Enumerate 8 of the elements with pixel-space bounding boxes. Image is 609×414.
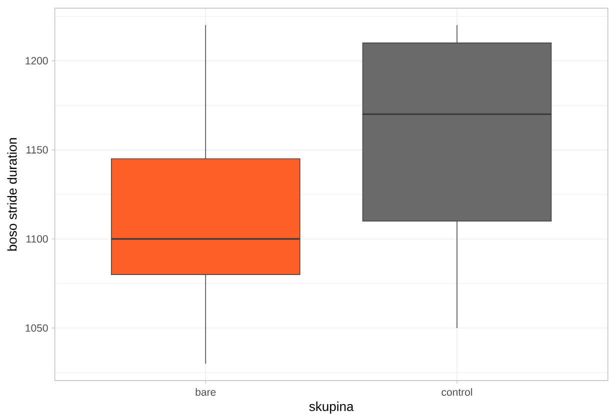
y-tick-label: 1050 bbox=[26, 324, 48, 332]
y-tick-label: 1100 bbox=[26, 235, 48, 243]
x-tick-label: control bbox=[442, 388, 472, 396]
x-axis-title: skupina bbox=[309, 402, 354, 414]
y-tick-label: 1150 bbox=[26, 146, 48, 154]
y-tick-label: 1200 bbox=[26, 57, 48, 64]
x-tick-label: bare bbox=[196, 388, 216, 396]
y-axis-title: boso stride duration bbox=[7, 138, 17, 251]
